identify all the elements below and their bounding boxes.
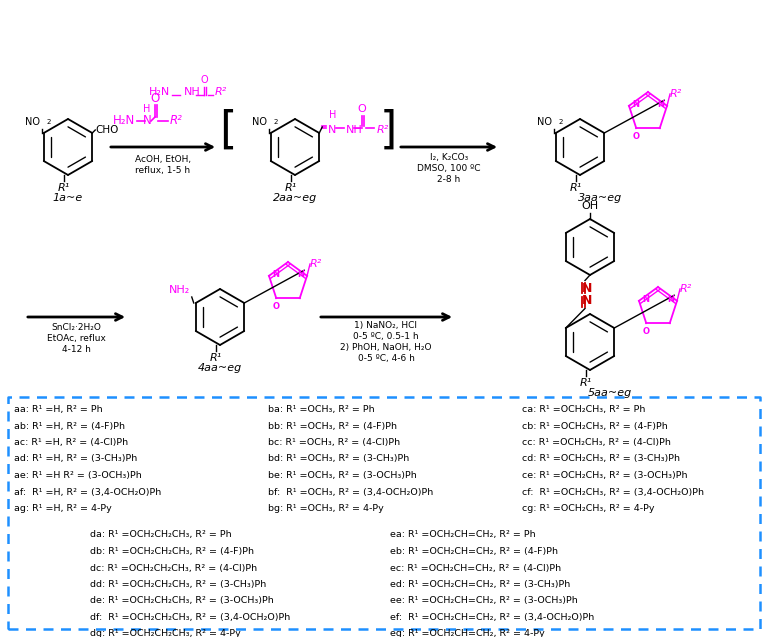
Text: eb: R¹ =OCH₂CH=CH₂, R² = (4-F)Ph: eb: R¹ =OCH₂CH=CH₂, R² = (4-F)Ph <box>390 547 558 556</box>
Text: DMSO, 100 ºC: DMSO, 100 ºC <box>417 164 481 173</box>
Text: O: O <box>273 302 280 311</box>
Text: 2aa~eg: 2aa~eg <box>273 193 317 203</box>
Text: dg: R¹ =OCH₂CH₂CH₃, R² = 4-Py: dg: R¹ =OCH₂CH₂CH₃, R² = 4-Py <box>90 629 240 637</box>
Text: 2) PhOH, NaOH, H₂O: 2) PhOH, NaOH, H₂O <box>340 343 432 352</box>
Text: ca: R¹ =OCH₂CH₃, R² = Ph: ca: R¹ =OCH₂CH₃, R² = Ph <box>522 405 645 414</box>
Text: ce: R¹ =OCH₂CH₃, R² = (3-OCH₃)Ph: ce: R¹ =OCH₂CH₃, R² = (3-OCH₃)Ph <box>522 471 687 480</box>
Text: dd: R¹ =OCH₂CH₂CH₃, R² = (3-CH₃)Ph: dd: R¹ =OCH₂CH₂CH₃, R² = (3-CH₃)Ph <box>90 580 266 589</box>
Text: N: N <box>582 294 592 307</box>
Text: ef:  R¹ =OCH₂CH=CH₂, R² = (3,4-OCH₂O)Ph: ef: R¹ =OCH₂CH=CH₂, R² = (3,4-OCH₂O)Ph <box>390 613 594 622</box>
Text: bg: R¹ =OCH₃, R² = 4-Py: bg: R¹ =OCH₃, R² = 4-Py <box>268 504 384 513</box>
Text: cd: R¹ =OCH₂CH₃, R² = (3-CH₃)Ph: cd: R¹ =OCH₂CH₃, R² = (3-CH₃)Ph <box>522 455 680 464</box>
Text: OH: OH <box>581 201 598 211</box>
Text: EtOAc, reflux: EtOAc, reflux <box>47 334 105 343</box>
Text: R¹: R¹ <box>580 378 592 388</box>
Text: af:  R¹ =H, R² = (3,4-OCH₂O)Ph: af: R¹ =H, R² = (3,4-OCH₂O)Ph <box>14 487 161 496</box>
Text: H₂N: H₂N <box>113 115 135 127</box>
Text: R²: R² <box>310 259 323 269</box>
Text: N: N <box>642 296 649 304</box>
Text: AcOH, EtOH,: AcOH, EtOH, <box>135 155 191 164</box>
Text: ac: R¹ =H, R² = (4-Cl)Ph: ac: R¹ =H, R² = (4-Cl)Ph <box>14 438 128 447</box>
Text: O: O <box>200 75 208 85</box>
Text: SnCl₂·2H₂O: SnCl₂·2H₂O <box>51 323 101 332</box>
Text: 2: 2 <box>273 119 278 125</box>
Text: R¹: R¹ <box>570 183 582 193</box>
Text: [: [ <box>220 108 237 152</box>
Text: cb: R¹ =OCH₂CH₃, R² = (4-F)Ph: cb: R¹ =OCH₂CH₃, R² = (4-F)Ph <box>522 422 667 431</box>
Text: R¹: R¹ <box>58 183 70 193</box>
Text: N: N <box>632 100 639 110</box>
Text: I₂, K₂CO₃: I₂, K₂CO₃ <box>430 153 468 162</box>
Text: 5aa~eg: 5aa~eg <box>588 388 632 398</box>
Text: R²: R² <box>215 87 227 97</box>
Text: 2: 2 <box>47 119 51 125</box>
Text: 1) NaNO₂, HCl: 1) NaNO₂, HCl <box>355 321 418 330</box>
Text: NO: NO <box>537 117 551 127</box>
Text: R¹: R¹ <box>285 183 297 193</box>
Text: ab: R¹ =H, R² = (4-F)Ph: ab: R¹ =H, R² = (4-F)Ph <box>14 422 125 431</box>
Text: bd: R¹ =OCH₃, R² = (3-CH₃)Ph: bd: R¹ =OCH₃, R² = (3-CH₃)Ph <box>268 455 409 464</box>
Text: H: H <box>329 110 336 120</box>
Text: NH: NH <box>184 87 200 97</box>
Text: 0-5 ºC, 0.5-1 h: 0-5 ºC, 0.5-1 h <box>353 332 419 341</box>
Text: NH₂: NH₂ <box>168 285 190 295</box>
Text: R²: R² <box>670 89 682 99</box>
Text: N: N <box>143 115 151 127</box>
Text: ec: R¹ =OCH₂CH=CH₂, R² = (4-Cl)Ph: ec: R¹ =OCH₂CH=CH₂, R² = (4-Cl)Ph <box>390 564 561 573</box>
Text: ad: R¹ =H, R² = (3-CH₃)Ph: ad: R¹ =H, R² = (3-CH₃)Ph <box>14 455 137 464</box>
Text: ag: R¹ =H, R² = 4-Py: ag: R¹ =H, R² = 4-Py <box>14 504 112 513</box>
Text: H₂N: H₂N <box>149 87 170 97</box>
Text: df:  R¹ =OCH₂CH₂CH₃, R² = (3,4-OCH₂O)Ph: df: R¹ =OCH₂CH₂CH₃, R² = (3,4-OCH₂O)Ph <box>90 613 290 622</box>
Text: R²: R² <box>680 284 692 294</box>
Text: ee: R¹ =OCH₂CH=CH₂, R² = (3-OCH₃)Ph: ee: R¹ =OCH₂CH=CH₂, R² = (3-OCH₃)Ph <box>390 596 578 606</box>
Text: bc: R¹ =OCH₃, R² = (4-Cl)Ph: bc: R¹ =OCH₃, R² = (4-Cl)Ph <box>268 438 400 447</box>
Text: R²: R² <box>376 125 389 135</box>
Text: dc: R¹ =OCH₂CH₂CH₃, R² = (4-Cl)Ph: dc: R¹ =OCH₂CH₂CH₃, R² = (4-Cl)Ph <box>90 564 257 573</box>
Text: R²: R² <box>170 115 183 127</box>
Text: ba: R¹ =OCH₃, R² = Ph: ba: R¹ =OCH₃, R² = Ph <box>268 405 375 414</box>
Text: da: R¹ =OCH₂CH₂CH₃, R² = Ph: da: R¹ =OCH₂CH₂CH₃, R² = Ph <box>90 531 232 540</box>
Text: 2-8 h: 2-8 h <box>437 175 461 184</box>
Text: reflux, 1-5 h: reflux, 1-5 h <box>135 166 190 175</box>
Text: O: O <box>633 132 640 141</box>
Text: bf:  R¹ =OCH₃, R² = (3,4-OCH₂O)Ph: bf: R¹ =OCH₃, R² = (3,4-OCH₂O)Ph <box>268 487 433 496</box>
Text: ae: R¹ =H R² = (3-OCH₃)Ph: ae: R¹ =H R² = (3-OCH₃)Ph <box>14 471 142 480</box>
Text: ]: ] <box>379 108 397 152</box>
Text: ed: R¹ =OCH₂CH=CH₂, R² = (3-CH₃)Ph: ed: R¹ =OCH₂CH=CH₂, R² = (3-CH₃)Ph <box>390 580 571 589</box>
Text: O: O <box>151 92 160 106</box>
Text: be: R¹ =OCH₃, R² = (3-OCH₃)Ph: be: R¹ =OCH₃, R² = (3-OCH₃)Ph <box>268 471 417 480</box>
Text: cf:  R¹ =OCH₂CH₃, R² = (3,4-OCH₂O)Ph: cf: R¹ =OCH₂CH₃, R² = (3,4-OCH₂O)Ph <box>522 487 704 496</box>
Text: db: R¹ =OCH₂CH₂CH₃, R² = (4-F)Ph: db: R¹ =OCH₂CH₂CH₃, R² = (4-F)Ph <box>90 547 254 556</box>
Text: O: O <box>358 104 366 114</box>
Text: NH: NH <box>346 125 363 135</box>
Text: aa: R¹ =H, R² = Ph: aa: R¹ =H, R² = Ph <box>14 405 103 414</box>
Text: N: N <box>657 100 664 110</box>
Text: 4aa~eg: 4aa~eg <box>198 363 242 373</box>
Text: ea: R¹ =OCH₂CH=CH₂, R² = Ph: ea: R¹ =OCH₂CH=CH₂, R² = Ph <box>390 531 535 540</box>
Text: de: R¹ =OCH₂CH₂CH₃, R² = (3-OCH₃)Ph: de: R¹ =OCH₂CH₂CH₃, R² = (3-OCH₃)Ph <box>90 596 273 606</box>
Text: NO: NO <box>252 117 266 127</box>
Text: 3aa~eg: 3aa~eg <box>578 193 622 203</box>
Text: eg: R¹ =OCH₂CH=CH₂, R² = 4-Py: eg: R¹ =OCH₂CH=CH₂, R² = 4-Py <box>390 629 545 637</box>
Text: 2: 2 <box>559 119 563 125</box>
Text: CHO: CHO <box>95 125 118 135</box>
Text: 4-12 h: 4-12 h <box>61 345 91 354</box>
Text: N: N <box>297 270 304 279</box>
Text: 1a~e: 1a~e <box>53 193 83 203</box>
Text: N: N <box>667 296 674 304</box>
Text: R¹: R¹ <box>210 353 222 363</box>
Text: bb: R¹ =OCH₃, R² = (4-F)Ph: bb: R¹ =OCH₃, R² = (4-F)Ph <box>268 422 397 431</box>
Text: cg: R¹ =OCH₂CH₃, R² = 4-Py: cg: R¹ =OCH₂CH₃, R² = 4-Py <box>522 504 654 513</box>
Text: N: N <box>272 270 279 279</box>
Text: N: N <box>582 282 592 295</box>
Text: NO: NO <box>25 117 40 127</box>
Text: 0-5 ºC, 4-6 h: 0-5 ºC, 4-6 h <box>358 354 415 363</box>
Text: H: H <box>144 104 151 114</box>
Text: cc: R¹ =OCH₂CH₃, R² = (4-Cl)Ph: cc: R¹ =OCH₂CH₃, R² = (4-Cl)Ph <box>522 438 671 447</box>
Text: N: N <box>328 125 336 135</box>
Text: O: O <box>643 327 650 336</box>
